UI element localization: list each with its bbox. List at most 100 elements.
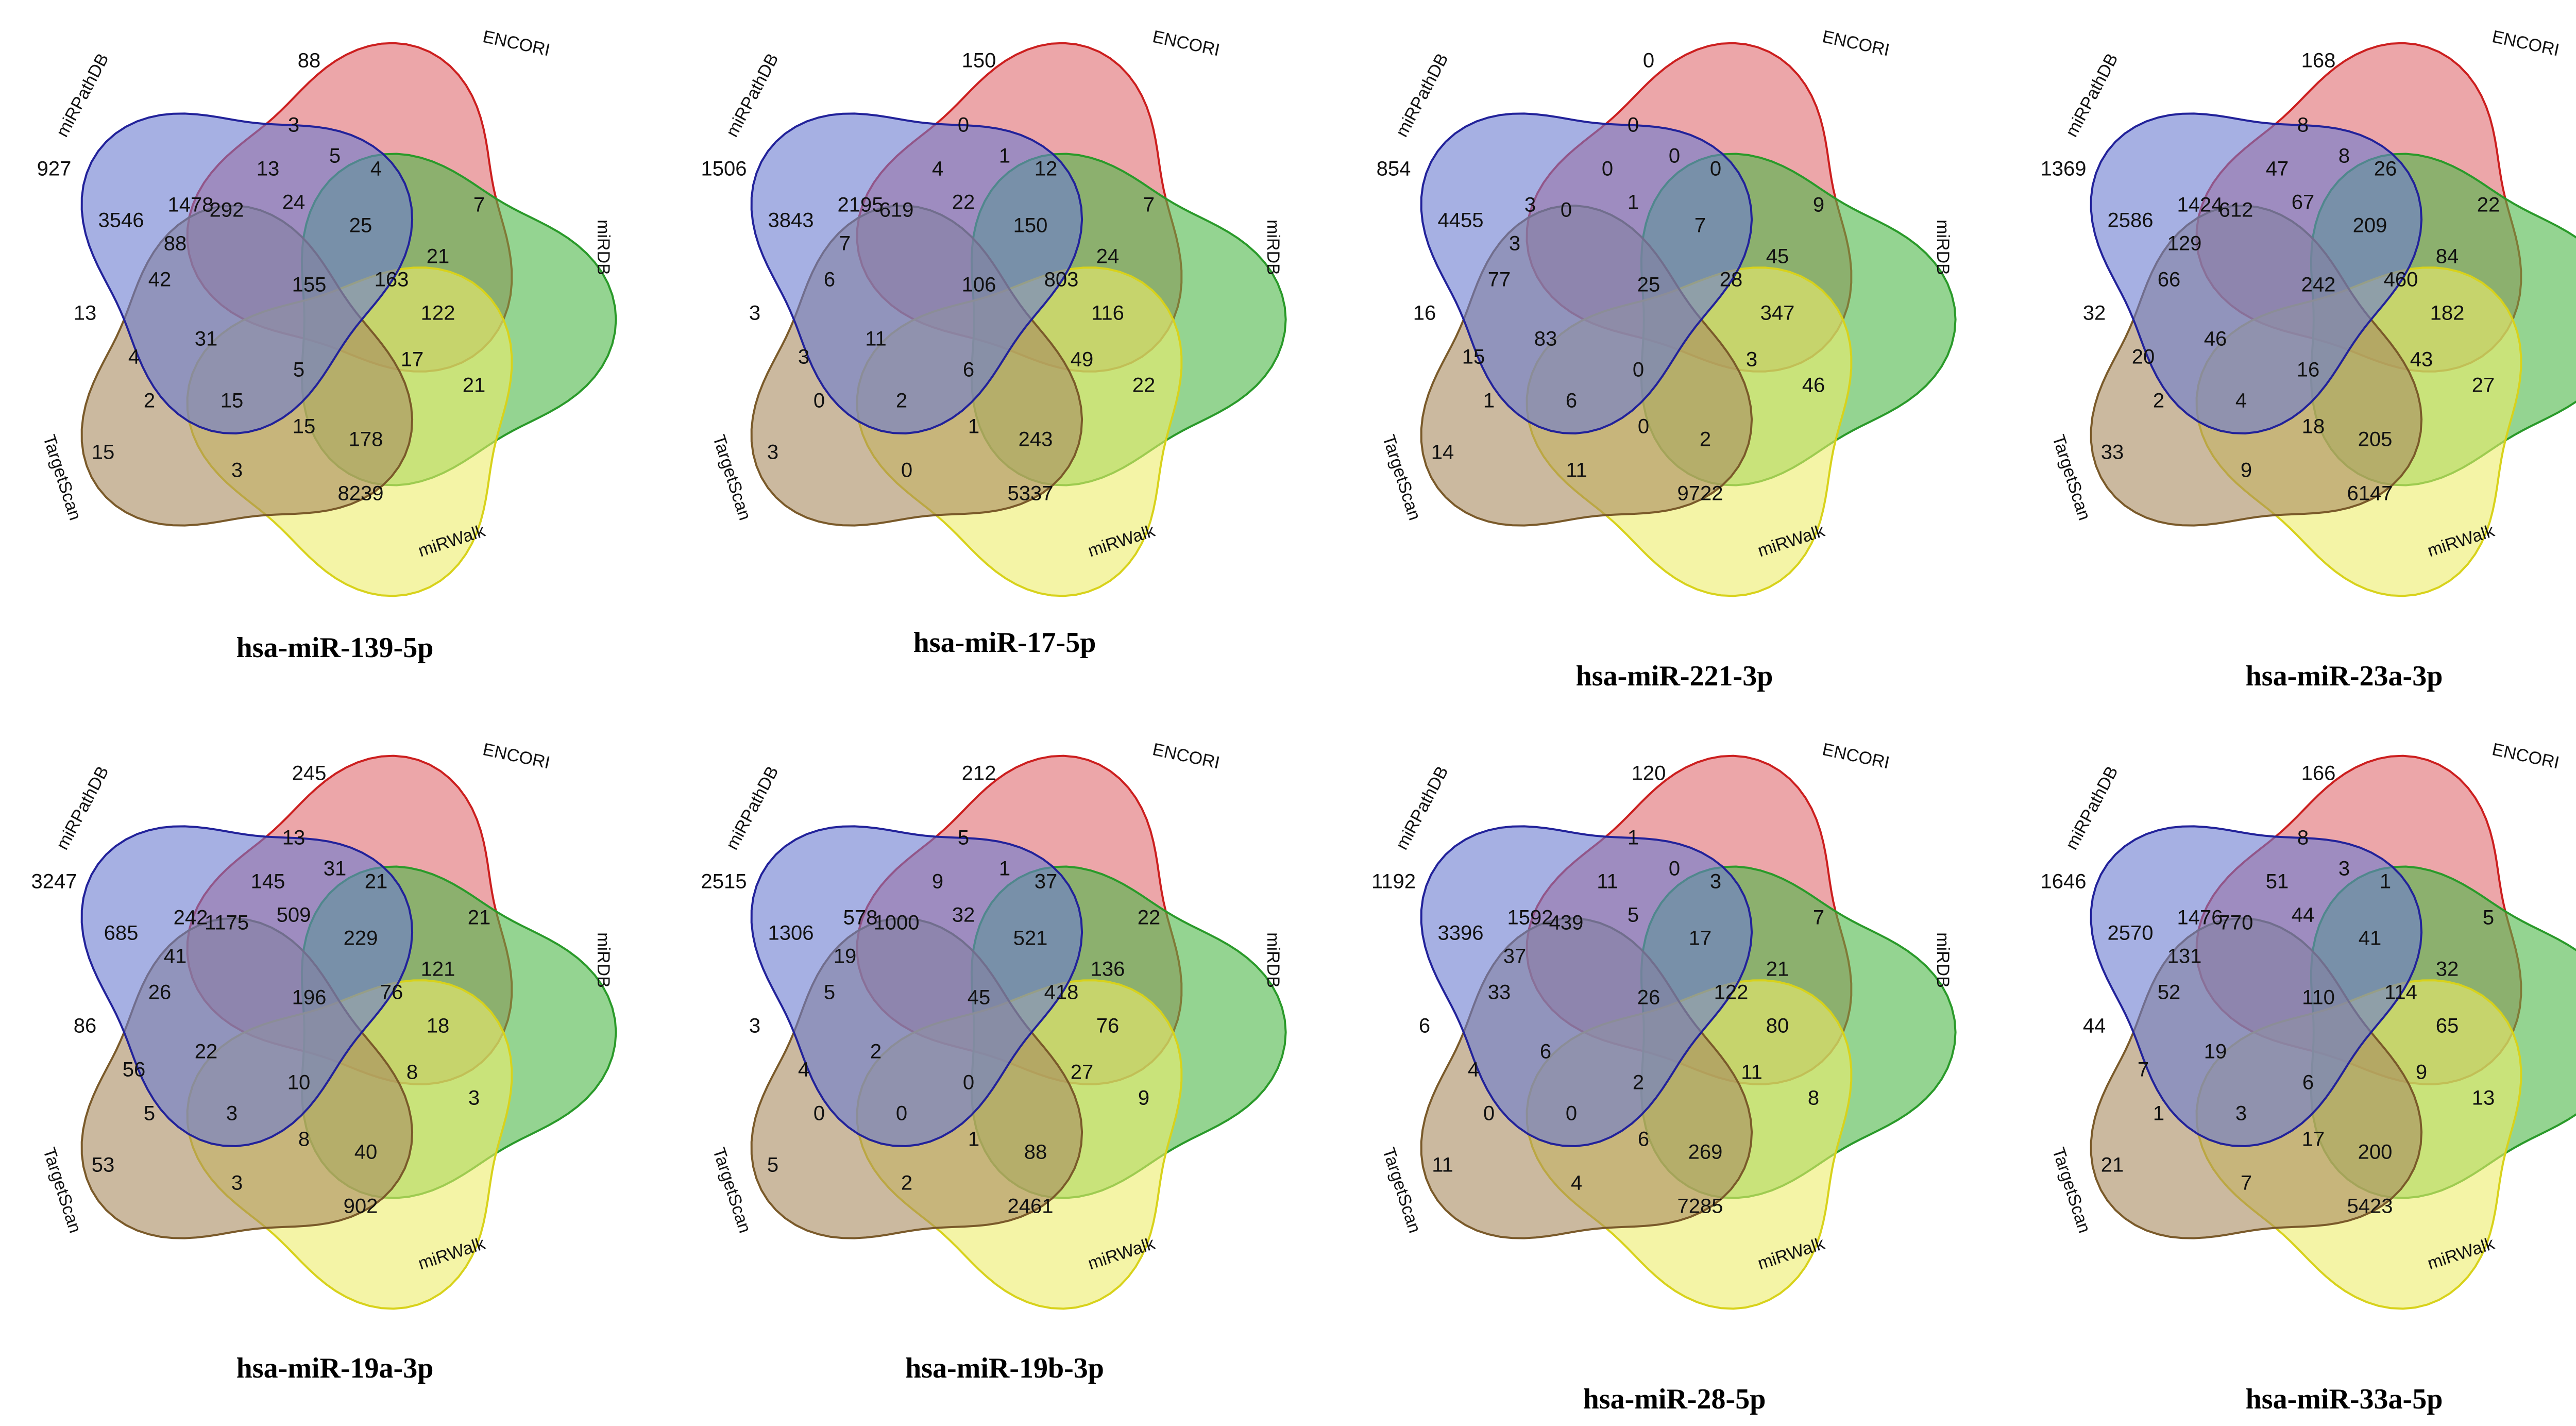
region-count: 13	[257, 158, 280, 180]
set-ellipse-mirpathdb	[2090, 825, 2423, 1148]
region-count: 0	[1628, 114, 1639, 137]
region-count: 7	[1813, 907, 1824, 929]
region-count: 5	[2483, 907, 2494, 929]
region-count: 41	[164, 945, 187, 968]
region-count: 7	[1694, 214, 1706, 237]
region-count: 1506	[701, 158, 747, 180]
region-count: 1	[1628, 191, 1639, 214]
region-count: 11	[1597, 870, 1618, 893]
region-count: 3	[767, 441, 778, 464]
region-count: 1646	[2041, 870, 2087, 893]
set-label-mirdb: miRDB	[1933, 220, 1953, 275]
set-label-targetscan: TargetScan	[1379, 1145, 1425, 1235]
region-count: 2570	[2108, 922, 2154, 945]
set-label-targetscan: TargetScan	[39, 432, 85, 523]
region-count: 22	[952, 191, 975, 214]
region-count: 106	[962, 274, 996, 296]
region-count: 1192	[1371, 870, 1416, 893]
region-count: 52	[2158, 981, 2181, 1004]
region-count: 1	[999, 858, 1010, 880]
region-count: 21	[463, 374, 486, 397]
venn-panel: 212 1000 5 9 578 1 32 37 521 22 136 418 45 19 1306 2515…	[670, 713, 1340, 1425]
region-count: 0	[1483, 1102, 1495, 1125]
region-count: 43	[2410, 348, 2433, 371]
region-count: 770	[2219, 912, 2253, 934]
venn-diagram: 8829231314785244257211631558835469274213…	[37, 27, 617, 597]
set-label-encori: ENCORI	[481, 27, 552, 60]
region-count: 0	[896, 1102, 907, 1125]
venn-panel: 0 0 0 0 3 0 1 0 7 9 45 28 25 3 4455 854 77 16 83 15 1 6 0 0 2 972…	[1340, 0, 2009, 713]
region-count: 3396	[1438, 922, 1484, 945]
region-count: 0	[814, 1102, 825, 1125]
region-count: 9	[2241, 459, 2252, 482]
region-count: 0	[1638, 415, 1649, 438]
region-count: 182	[2430, 302, 2465, 325]
region-count: 619	[879, 199, 914, 222]
set-label-mirpathdb: miRPathDB	[53, 51, 113, 141]
region-count: 460	[2384, 269, 2418, 291]
region-count: 612	[2219, 199, 2253, 222]
set-label-mirdb: miRDB	[594, 220, 613, 275]
region-count: 166	[2301, 762, 2336, 785]
region-count: 3843	[768, 209, 814, 232]
region-count: 4	[1468, 1059, 1479, 1081]
set-label-mirdb: miRDB	[1263, 932, 1283, 988]
region-count: 76	[380, 981, 403, 1004]
set-label-mirpathdb: miRPathDB	[2062, 763, 2122, 853]
region-count: 121	[421, 958, 455, 981]
region-count: 1424	[2177, 194, 2223, 216]
set-ellipse-mirpathdb	[1420, 112, 1753, 435]
region-count: 3	[2235, 1102, 2247, 1125]
region-count: 122	[421, 302, 455, 325]
region-count: 33	[1488, 981, 1511, 1004]
region-count: 2515	[701, 870, 747, 893]
region-count: 31	[324, 858, 347, 880]
region-count: 3247	[31, 870, 77, 893]
region-count: 120	[1632, 762, 1666, 785]
region-count: 5	[329, 145, 341, 167]
region-count: 9722	[1677, 482, 1723, 505]
region-count: 2195	[838, 194, 884, 216]
region-count: 229	[344, 927, 378, 950]
set-label-targetscan: TargetScan	[709, 432, 755, 523]
region-count: 24	[1096, 245, 1120, 268]
set-label-mirpathdb: miRPathDB	[1392, 763, 1452, 853]
region-count: 41	[2359, 927, 2382, 950]
region-count: 439	[1549, 912, 1584, 934]
region-count: 22	[2477, 194, 2500, 216]
region-count: 0	[1602, 158, 1613, 180]
region-count: 47	[2266, 158, 2289, 180]
region-count: 80	[1766, 1015, 1789, 1037]
region-count: 4	[370, 158, 382, 180]
region-count: 8239	[338, 482, 384, 505]
region-count: 5337	[1008, 482, 1054, 505]
region-count: 21	[2101, 1154, 2124, 1177]
set-ellipse-mirpathdb	[750, 112, 1083, 435]
set-label-targetscan: TargetScan	[39, 1145, 85, 1235]
region-count: 25	[1637, 274, 1660, 296]
set-label-mirpathdb: miRPathDB	[722, 763, 783, 853]
region-count: 13	[282, 827, 306, 849]
region-count: 3	[231, 459, 243, 482]
region-count: 15	[92, 441, 115, 464]
set-label-encori: ENCORI	[2490, 740, 2561, 773]
region-count: 13	[74, 302, 97, 325]
panel-title: hsa-miR-33a-5p	[2245, 1383, 2443, 1415]
region-count: 6	[1566, 390, 1577, 412]
set-label-mirpathdb: miRPathDB	[2062, 51, 2122, 141]
region-count: 8	[2297, 827, 2309, 849]
region-count: 1478	[168, 194, 214, 216]
region-count: 19	[834, 945, 857, 968]
region-count: 1369	[2041, 158, 2087, 180]
region-count: 46	[2204, 328, 2227, 350]
region-count: 0	[814, 390, 825, 412]
set-label-targetscan: TargetScan	[2048, 432, 2094, 523]
panel-title: hsa-miR-139-5p	[236, 632, 434, 664]
region-count: 1175	[205, 912, 249, 934]
region-count: 8	[406, 1061, 418, 1084]
region-count: 3	[1710, 870, 1721, 893]
region-count: 0	[1669, 145, 1680, 167]
region-count: 27	[2472, 374, 2495, 397]
region-count: 8	[2297, 114, 2309, 137]
venn-diagram: 1204391111592053177211222637339611923366…	[1371, 740, 1957, 1310]
